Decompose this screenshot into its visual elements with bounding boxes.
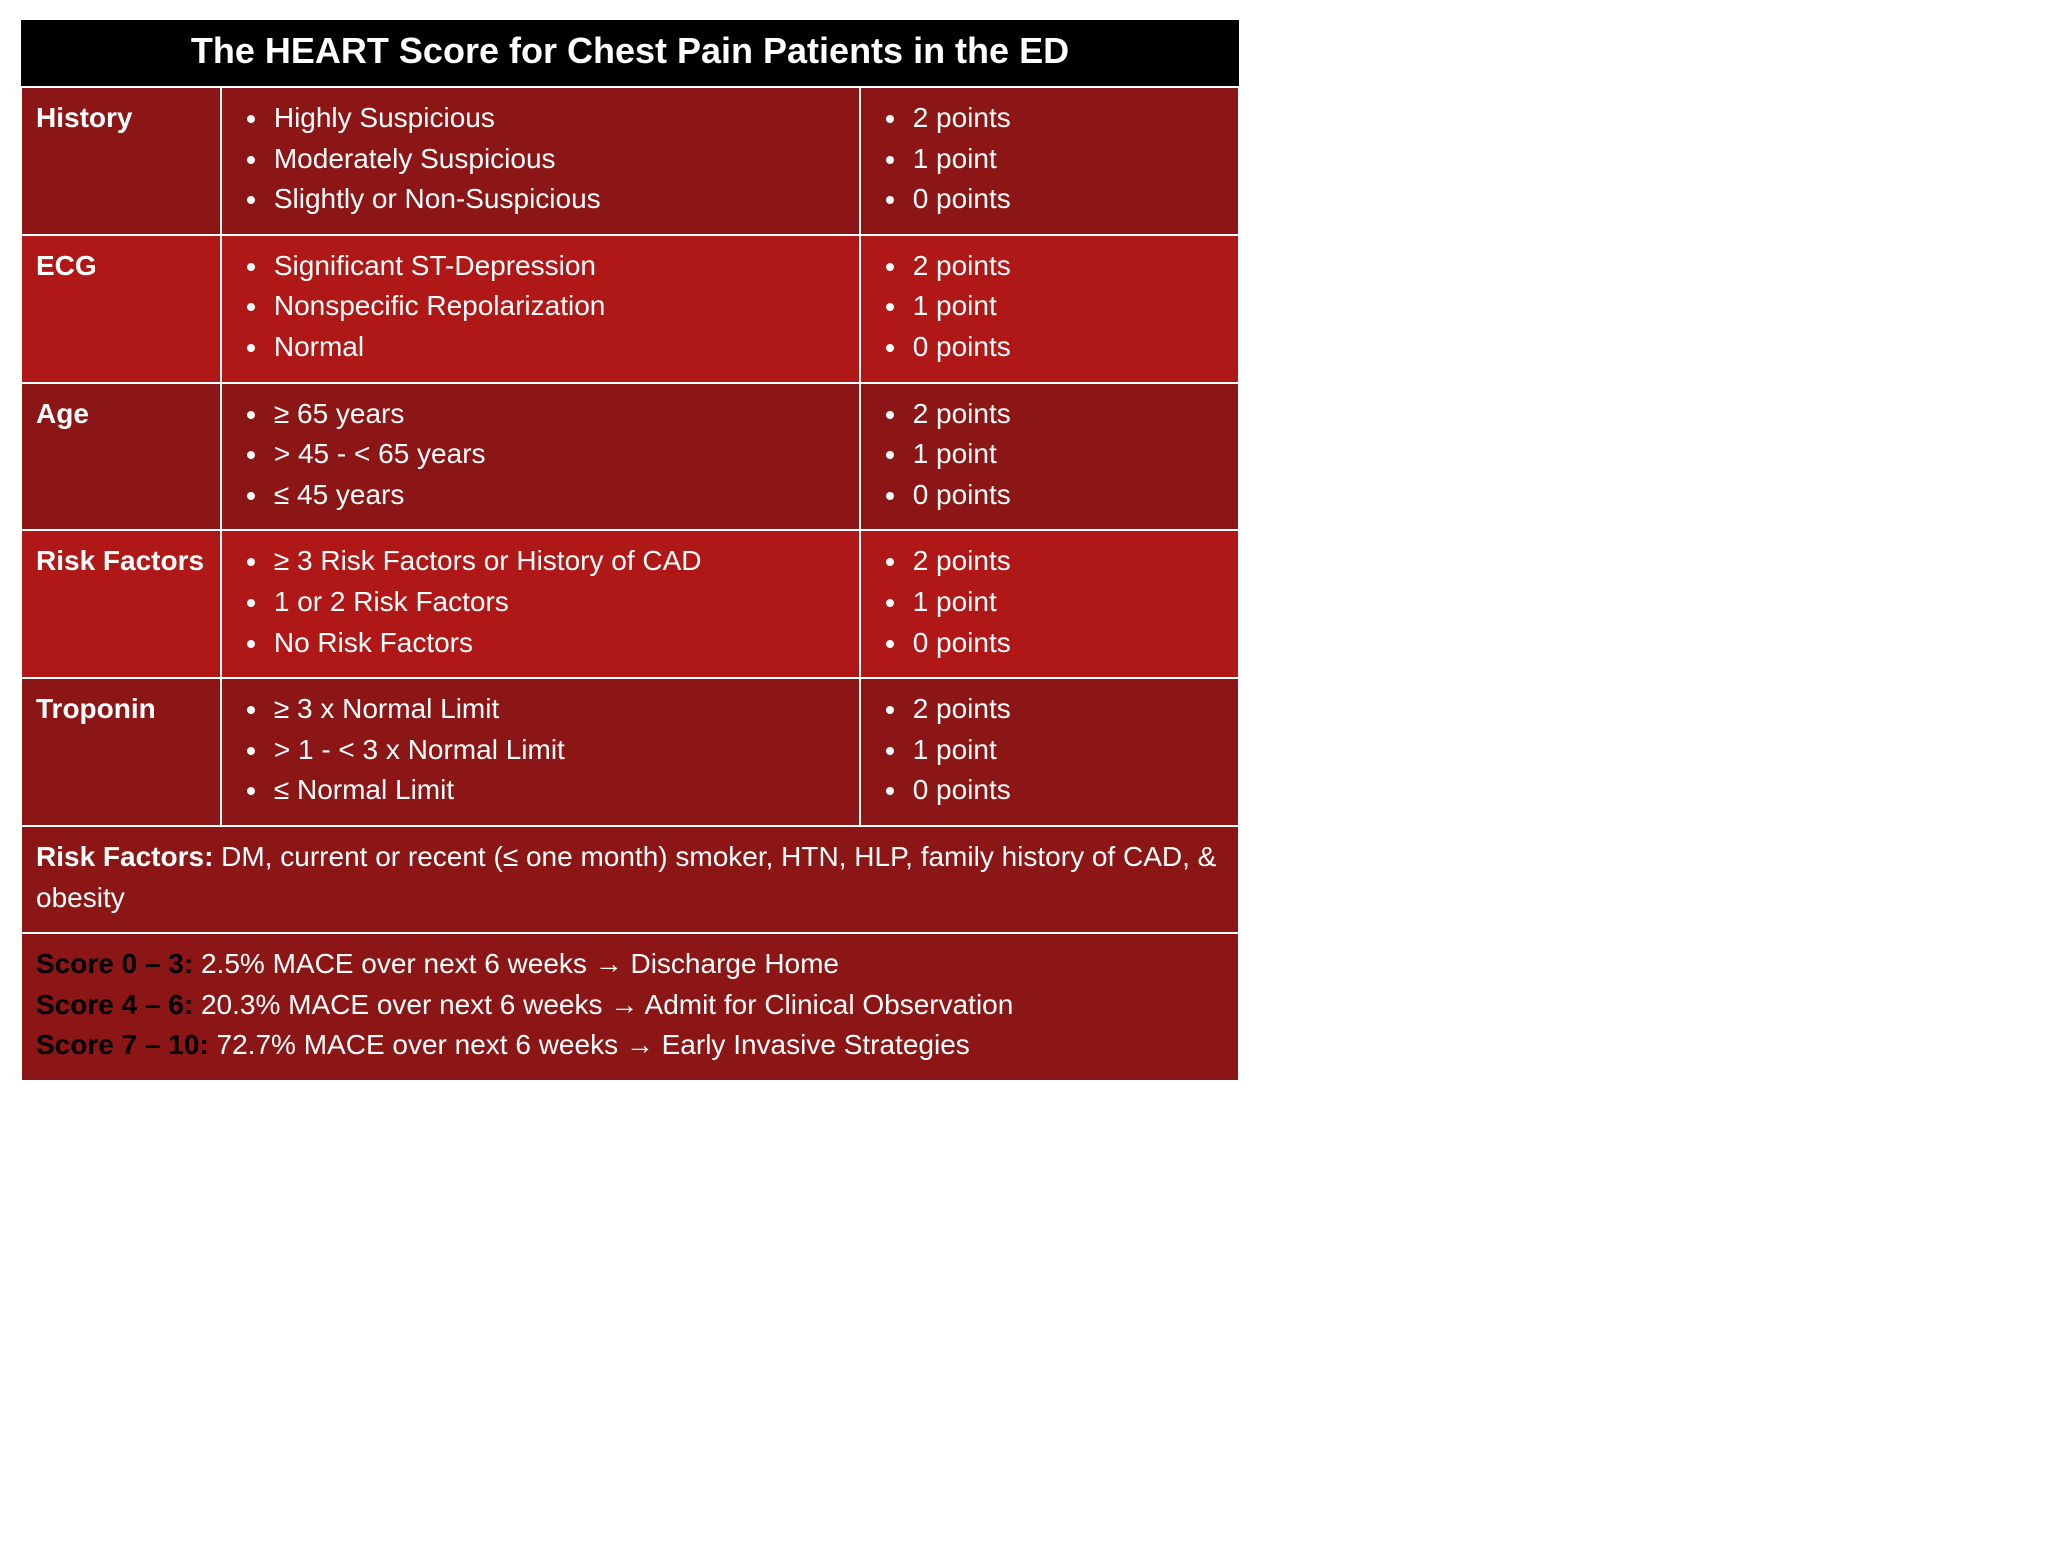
criteria-label: ECG bbox=[21, 235, 221, 383]
criteria-row: Age≥ 65 years> 45 - < 65 years≤ 45 years… bbox=[21, 383, 1239, 531]
criteria-descriptions: ≥ 65 years> 45 - < 65 years≤ 45 years bbox=[221, 383, 860, 531]
criteria-desc-item: Significant ST-Depression bbox=[270, 246, 845, 287]
criteria-points-item: 1 point bbox=[909, 730, 1224, 771]
criteria-points-item: 1 point bbox=[909, 434, 1224, 475]
criteria-points-item: 2 points bbox=[909, 246, 1224, 287]
criteria-desc-item: Slightly or Non-Suspicious bbox=[270, 179, 845, 220]
score-text: 20.3% MACE over next 6 weeks → Admit for… bbox=[193, 989, 1013, 1020]
criteria-label: Troponin bbox=[21, 678, 221, 826]
criteria-desc-item: ≤ Normal Limit bbox=[270, 770, 845, 811]
score-range: Score 4 – 6: bbox=[36, 989, 193, 1020]
score-line: Score 7 – 10: 72.7% MACE over next 6 wee… bbox=[36, 1025, 1224, 1066]
criteria-descriptions: Significant ST-DepressionNonspecific Rep… bbox=[221, 235, 860, 383]
criteria-points: 2 points1 point0 points bbox=[860, 678, 1239, 826]
criteria-points-item: 0 points bbox=[909, 327, 1224, 368]
criteria-desc-item: > 1 - < 3 x Normal Limit bbox=[270, 730, 845, 771]
criteria-desc-item: Normal bbox=[270, 327, 845, 368]
score-interpretation: Score 0 – 3: 2.5% MACE over next 6 weeks… bbox=[21, 933, 1239, 1081]
criteria-points-item: 0 points bbox=[909, 770, 1224, 811]
criteria-points-item: 0 points bbox=[909, 623, 1224, 664]
risk-factors-note: Risk Factors: DM, current or recent (≤ o… bbox=[21, 826, 1239, 933]
table-title: The HEART Score for Chest Pain Patients … bbox=[21, 20, 1239, 87]
criteria-desc-item: ≥ 65 years bbox=[270, 394, 845, 435]
criteria-label: History bbox=[21, 87, 221, 235]
criteria-points: 2 points1 point0 points bbox=[860, 87, 1239, 235]
criteria-descriptions: ≥ 3 x Normal Limit> 1 - < 3 x Normal Lim… bbox=[221, 678, 860, 826]
criteria-desc-item: ≥ 3 Risk Factors or History of CAD bbox=[270, 541, 845, 582]
rf-note-text: DM, current or recent (≤ one month) smok… bbox=[36, 841, 1216, 913]
criteria-points-item: 2 points bbox=[909, 98, 1224, 139]
heart-score-table: The HEART Score for Chest Pain Patients … bbox=[20, 20, 1240, 1082]
score-range: Score 0 – 3: bbox=[36, 948, 193, 979]
criteria-desc-item: > 45 - < 65 years bbox=[270, 434, 845, 475]
criteria-row: HistoryHighly SuspiciousModerately Suspi… bbox=[21, 87, 1239, 235]
criteria-row: Troponin≥ 3 x Normal Limit> 1 - < 3 x No… bbox=[21, 678, 1239, 826]
criteria-label: Risk Factors bbox=[21, 530, 221, 678]
criteria-desc-item: Nonspecific Repolarization bbox=[270, 286, 845, 327]
score-line: Score 4 – 6: 20.3% MACE over next 6 week… bbox=[36, 985, 1224, 1026]
score-text: 2.5% MACE over next 6 weeks → Discharge … bbox=[193, 948, 839, 979]
criteria-points-item: 0 points bbox=[909, 179, 1224, 220]
criteria-desc-item: ≥ 3 x Normal Limit bbox=[270, 689, 845, 730]
criteria-desc-item: 1 or 2 Risk Factors bbox=[270, 582, 845, 623]
criteria-points-item: 0 points bbox=[909, 475, 1224, 516]
criteria-points-item: 2 points bbox=[909, 689, 1224, 730]
criteria-desc-item: Moderately Suspicious bbox=[270, 139, 845, 180]
criteria-desc-item: ≤ 45 years bbox=[270, 475, 845, 516]
criteria-row: ECGSignificant ST-DepressionNonspecific … bbox=[21, 235, 1239, 383]
criteria-points: 2 points1 point0 points bbox=[860, 235, 1239, 383]
criteria-descriptions: Highly SuspiciousModerately SuspiciousSl… bbox=[221, 87, 860, 235]
criteria-desc-item: No Risk Factors bbox=[270, 623, 845, 664]
criteria-points-item: 1 point bbox=[909, 286, 1224, 327]
criteria-points-item: 1 point bbox=[909, 582, 1224, 623]
criteria-points: 2 points1 point0 points bbox=[860, 383, 1239, 531]
criteria-points-item: 2 points bbox=[909, 541, 1224, 582]
criteria-label: Age bbox=[21, 383, 221, 531]
score-line: Score 0 – 3: 2.5% MACE over next 6 weeks… bbox=[36, 944, 1224, 985]
criteria-row: Risk Factors≥ 3 Risk Factors or History … bbox=[21, 530, 1239, 678]
score-text: 72.7% MACE over next 6 weeks → Early Inv… bbox=[209, 1029, 970, 1060]
rf-note-label: Risk Factors: bbox=[36, 841, 213, 872]
criteria-descriptions: ≥ 3 Risk Factors or History of CAD1 or 2… bbox=[221, 530, 860, 678]
score-range: Score 7 – 10: bbox=[36, 1029, 209, 1060]
criteria-points: 2 points1 point0 points bbox=[860, 530, 1239, 678]
criteria-points-item: 1 point bbox=[909, 139, 1224, 180]
criteria-points-item: 2 points bbox=[909, 394, 1224, 435]
criteria-desc-item: Highly Suspicious bbox=[270, 98, 845, 139]
